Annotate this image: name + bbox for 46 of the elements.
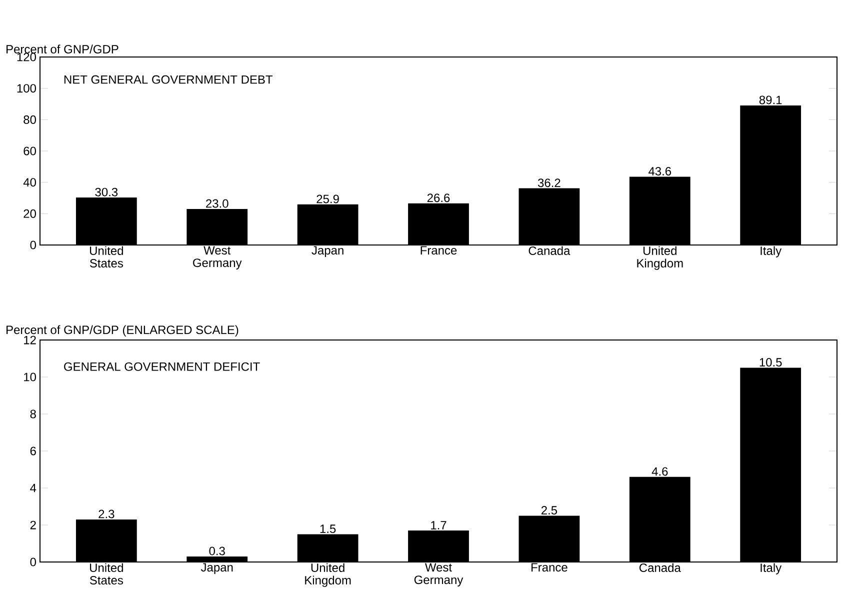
- data-label: 2.3: [98, 510, 114, 518]
- y-tick-label: 2: [30, 520, 36, 530]
- x-tick-label: Japan: [200, 563, 233, 574]
- y-tick-label: 12: [24, 336, 36, 344]
- data-label: 25.9: [316, 194, 339, 204]
- x-tick-label: Italy: [760, 563, 782, 574]
- x-tick-label: United States: [90, 563, 123, 585]
- y-axis-title: Percent of GNP/GDP: [6, 44, 118, 54]
- y-axis-title: Percent of GNP/GDP (ENLARGED SCALE): [6, 325, 238, 336]
- x-tick-label: Italy: [760, 246, 782, 258]
- x-tick-label: United Kingdom: [637, 246, 683, 270]
- text: NET GENERAL GOVERNMENT DEBT: [64, 75, 273, 84]
- x-tick-label: West Germany: [414, 563, 464, 586]
- data-label: 0.3: [209, 546, 225, 556]
- data-label: 4.6: [652, 467, 668, 476]
- y-tick-label: 120: [17, 52, 36, 62]
- x-tick-label: United States: [90, 246, 123, 268]
- data-label: 26.6: [427, 194, 450, 202]
- y-tick-label: 60: [24, 146, 36, 156]
- x-tick-label: West Germany: [193, 246, 242, 270]
- y-tick-label: 4: [30, 484, 36, 492]
- x-tick-label: Japan: [312, 246, 344, 257]
- y-tick-label: 80: [24, 115, 36, 124]
- y-tick-label: 20: [24, 209, 36, 218]
- x-tick-label: France: [420, 246, 457, 255]
- data-label: 89.1: [759, 96, 782, 104]
- y-tick-label: 40: [23, 178, 36, 187]
- data-label: 23.0: [206, 199, 228, 208]
- y-tick-label: 0: [30, 240, 36, 250]
- y-tick-label: 100: [17, 84, 36, 93]
- data-label: 43.6: [648, 167, 672, 176]
- y-tick-label: 0: [30, 558, 36, 566]
- text: GENERAL GOVERNMENT DEFICIT: [64, 362, 260, 371]
- y-tick-label: 8: [30, 410, 36, 418]
- data-label: 30.3: [95, 188, 118, 196]
- data-label: 1.7: [431, 521, 446, 530]
- x-tick-label: Canada: [639, 563, 681, 572]
- y-tick-label: 6: [30, 446, 36, 456]
- x-tick-label: Canada: [528, 246, 570, 255]
- x-tick-label: France: [532, 563, 568, 572]
- data-label: 1.5: [320, 524, 336, 534]
- y-tick-label: 10: [24, 372, 36, 382]
- data-label: 2.5: [541, 506, 558, 515]
- data-label: 10.5: [760, 358, 782, 367]
- data-label: 36.2: [538, 178, 560, 188]
- x-tick-label: United Kingdom: [305, 563, 351, 587]
